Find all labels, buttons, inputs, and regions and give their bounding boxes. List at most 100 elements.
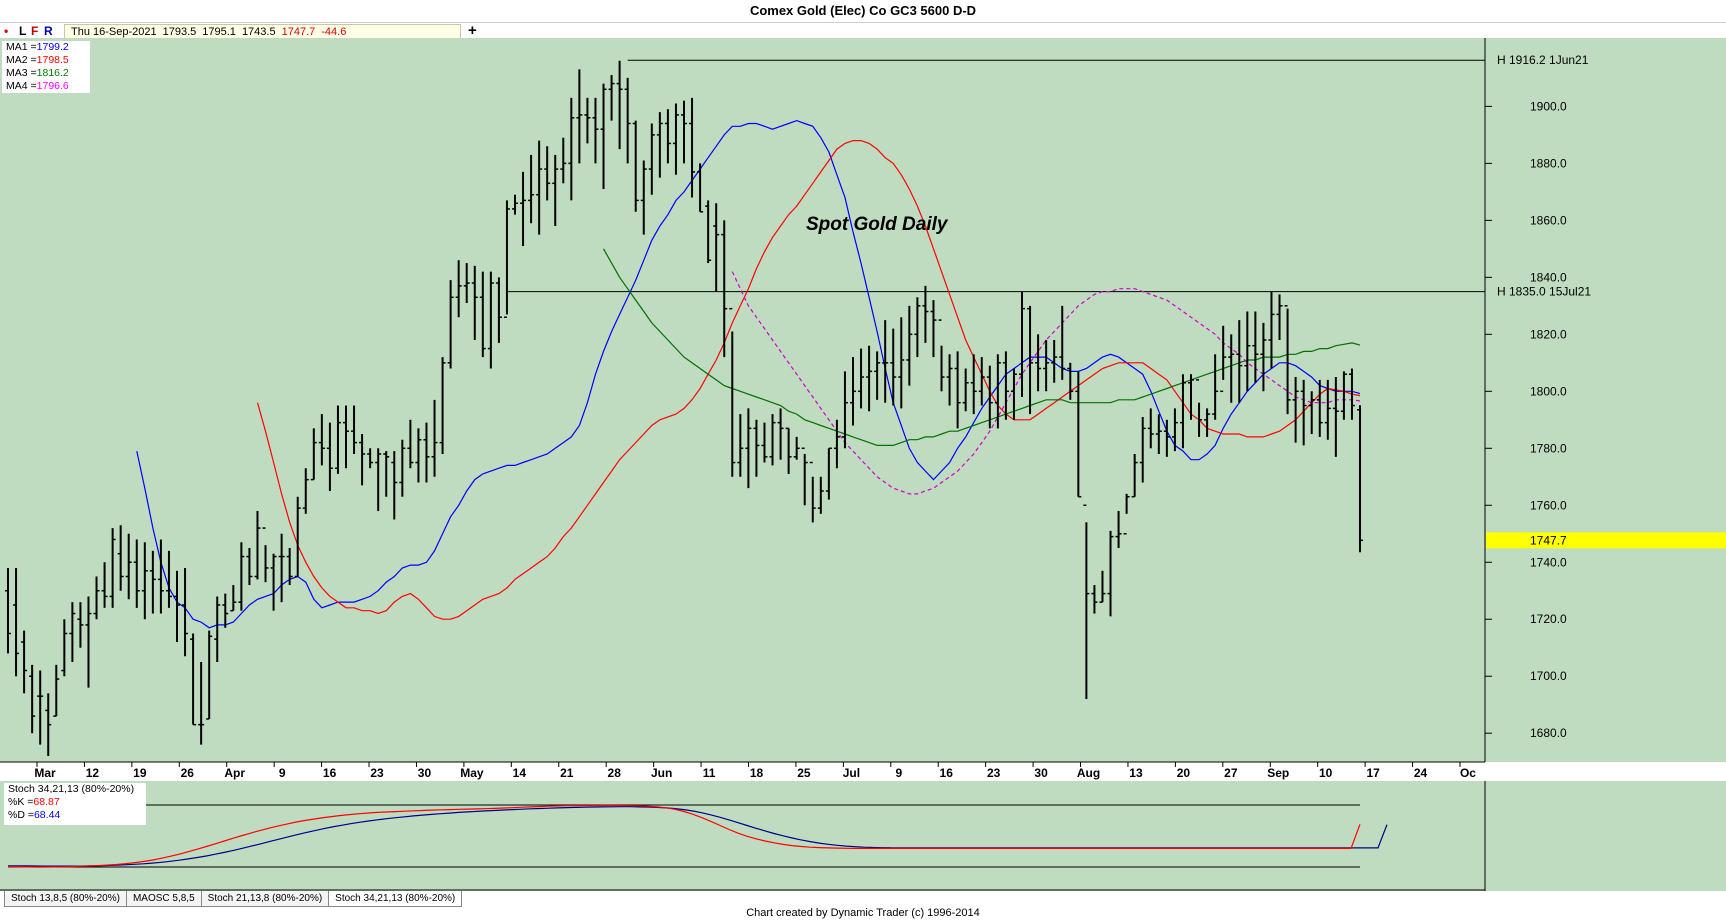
x-tick-label: Apr <box>224 766 245 780</box>
ohlc-bar <box>1244 311 1251 392</box>
ohlc-bar <box>600 83 607 190</box>
ohlc-bar <box>1067 362 1074 400</box>
ohlc-bar <box>222 593 229 628</box>
x-tick-label: May <box>460 766 484 780</box>
ohlc-bar <box>1099 570 1106 603</box>
ohlc-bar <box>930 300 937 358</box>
ohlc-bar <box>672 103 679 175</box>
ohlc-bar <box>1276 294 1283 341</box>
x-tick-label: Sep <box>1267 766 1289 780</box>
price-axis-ticks: 1680.0 1700.0 1720.0 1740.0 1760.0 1780.0 1800… <box>1485 99 1567 740</box>
last-price-box <box>1486 532 1726 549</box>
ohlc-bar <box>174 570 180 643</box>
ohlc-bar <box>1212 354 1219 420</box>
ohlc-bar <box>817 476 824 514</box>
ohlc-bar <box>182 567 189 657</box>
ohlc-bar <box>1139 416 1146 483</box>
y-tick-label: 1680.0 <box>1530 726 1567 740</box>
ohlc-bar <box>487 271 494 369</box>
ohlc-bar <box>938 319 945 392</box>
ohlc-bar <box>809 461 816 523</box>
ohlc-bar <box>270 553 277 611</box>
y-tick-label: 1780.0 <box>1530 441 1567 455</box>
y-tick-label: 1840.0 <box>1530 270 1567 284</box>
ohlc-bar <box>294 496 301 578</box>
ohlc-bar <box>1340 371 1347 420</box>
info-date: Thu 16-Sep-2021 <box>71 26 157 38</box>
chart-canvas[interactable]: 1680.0 1700.0 1720.0 1740.0 1760.0 1780.0 1800… <box>0 38 1726 891</box>
tab-maosc-5-8-5[interactable]: MAOSC 5,8,5 <box>125 891 202 907</box>
y-tick-label: 1820.0 <box>1530 327 1567 341</box>
info-high: 1795.1 <box>202 26 236 38</box>
ohlc-bar <box>648 123 655 195</box>
ohlc-bar <box>85 596 92 688</box>
ohlc-bar <box>479 271 486 358</box>
ohlc-bar <box>841 371 848 449</box>
ohlc-bar <box>866 345 873 412</box>
time-axis: Mar 12 19 26 Apr 9 16 23 30 May 14 21 28 Jun 11 18 25 Jul… <box>34 762 1476 780</box>
ohlc-bar <box>165 550 172 608</box>
ohlc-bar <box>1357 405 1363 553</box>
x-tick-label: Mar <box>34 766 56 780</box>
x-tick-label: 20 <box>1177 766 1191 780</box>
tab-stoch-13-8-5[interactable]: Stoch 13,8,5 (80%-20%) <box>4 891 127 907</box>
ohlc-bar <box>45 693 52 756</box>
ohlc-bar <box>986 365 993 429</box>
ohlc-bar <box>471 265 478 341</box>
ohlc-bar <box>423 422 430 483</box>
f-button[interactable]: F <box>31 24 39 38</box>
ohlc-bar <box>801 447 808 506</box>
ohlc-bar <box>664 109 671 164</box>
ohlc-bar <box>190 633 197 726</box>
lock-l-button[interactable]: L <box>19 24 27 38</box>
ma-line-ma1 <box>136 119 1361 629</box>
ohlc-bar <box>624 77 631 164</box>
record-dot-icon[interactable]: • <box>4 24 9 38</box>
crosshair-icon[interactable]: + <box>468 22 477 39</box>
ohlc-bar <box>238 542 245 611</box>
ohlc-bar <box>310 428 317 481</box>
ohlc-bar <box>777 408 784 460</box>
ohlc-bar <box>1188 374 1194 420</box>
ohlc-bar <box>1010 368 1017 420</box>
ohlc-bar <box>109 528 116 608</box>
ohlc-bar <box>383 451 390 497</box>
ohlc-bar <box>503 200 510 318</box>
ohlc-bar <box>962 368 969 412</box>
ohlc-bar <box>230 585 237 612</box>
ohlc-bar <box>206 630 213 720</box>
ohlc-bar <box>1228 334 1235 403</box>
ohlc-bar <box>721 220 728 358</box>
stochastic-d: %D =68.44 <box>8 809 61 821</box>
ohlc-bar <box>1324 379 1331 440</box>
x-tick-label: 21 <box>560 766 574 780</box>
ohlc-bar <box>101 562 108 608</box>
right-axis-background <box>1485 38 1726 762</box>
ohlc-bar <box>512 194 518 215</box>
tab-stoch-34-21-13[interactable]: Stoch 34,21,13 (80%-20%) <box>328 891 463 907</box>
ohlc-bar <box>1147 408 1154 449</box>
ohlc-bar <box>1236 320 1243 403</box>
ohlc-bar <box>1300 379 1307 446</box>
ohlc-bar <box>278 533 285 603</box>
info-low: 1743.5 <box>241 26 276 38</box>
ohlc-bar <box>608 75 615 121</box>
ohlc-bar <box>978 357 985 406</box>
stochastic-title: Stoch 34,21,13 (80%-20%) <box>8 783 135 795</box>
high-lines: H 1916.2 1Jun21 H 1835.0 15Jul21 <box>506 53 1591 299</box>
ohlc-bar <box>592 97 599 164</box>
ohlc-bar <box>1308 391 1315 435</box>
ohlc-bar <box>1051 340 1058 383</box>
x-tick-label: 27 <box>1224 766 1238 780</box>
ohlc-bar <box>874 351 881 400</box>
ohlc-bar <box>302 468 309 514</box>
ohlc-bar <box>1179 374 1186 449</box>
ohlc-bar <box>141 542 148 620</box>
tab-stoch-21-13-8[interactable]: Stoch 21,13,8 (80%-20%) <box>200 891 330 907</box>
ohlc-bar <box>1091 585 1098 614</box>
ohlc-bar <box>407 419 414 469</box>
ohlc-bar <box>1260 322 1267 392</box>
ohlc-bar <box>93 576 100 620</box>
r-button[interactable]: R <box>44 24 53 38</box>
ohlc-bar <box>262 527 269 583</box>
